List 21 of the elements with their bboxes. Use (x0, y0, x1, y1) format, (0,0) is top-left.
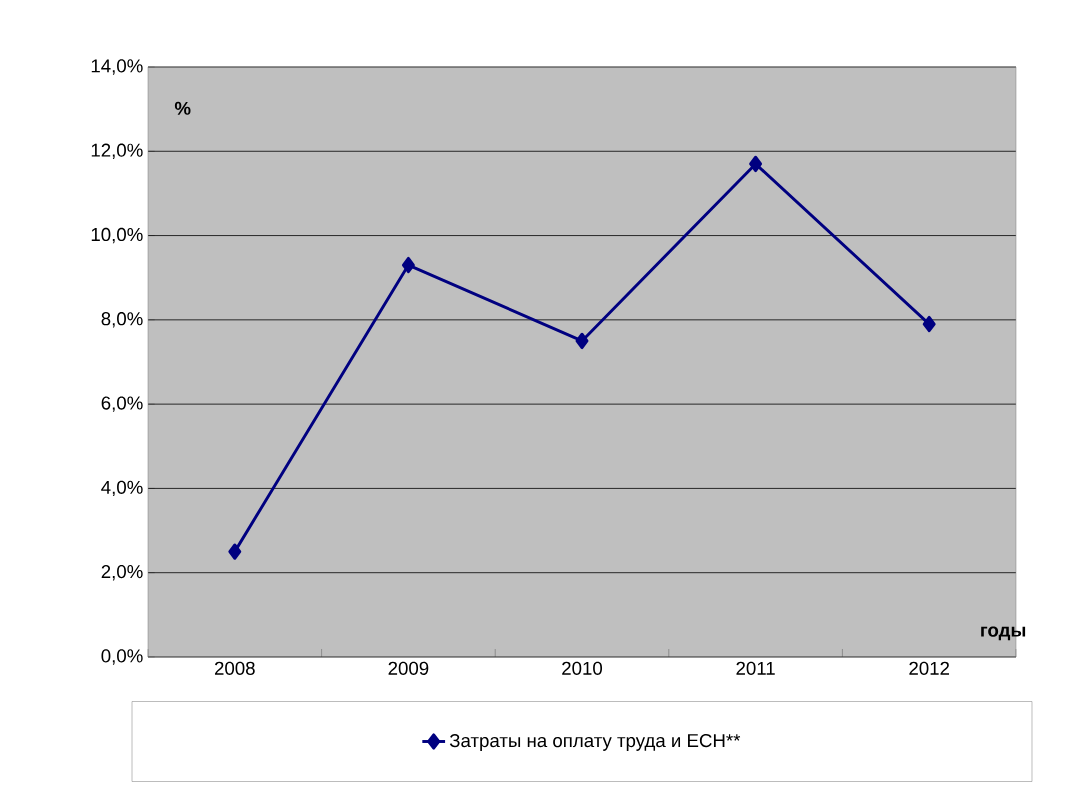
x-tick-label: 2009 (388, 661, 429, 675)
x-axis-title: годы (981, 626, 1026, 641)
point (575, 332, 589, 350)
y-axis-title: % (174, 101, 191, 115)
y-tick-label: 14,0% (91, 59, 143, 75)
x-tick-label: 2012 (909, 661, 950, 675)
point (749, 155, 763, 173)
y-tick-label: 6,0% (101, 396, 143, 412)
x-tick-label: 2010 (562, 661, 603, 675)
point (922, 315, 936, 333)
y-tick-label: 12,0% (91, 143, 143, 159)
y-tick-label: 2,0% (101, 564, 143, 581)
y-tick-label: 8,0% (101, 312, 143, 328)
x-tick-label: 2008 (214, 661, 255, 675)
legend-label: Затраты на оплату труда и ЕСН** (449, 733, 741, 751)
y-tick-label: 0,0% (101, 649, 143, 665)
y-tick-label: 10,0% (91, 227, 143, 244)
x-tick-label: 2011 (736, 661, 775, 675)
y-tick-label: 4,0% (101, 480, 143, 497)
point (401, 256, 415, 274)
point (228, 543, 242, 560)
